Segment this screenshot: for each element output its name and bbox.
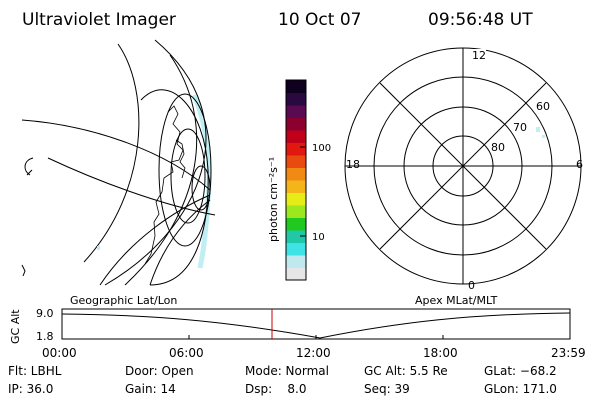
- info-gain: Gain: 14: [125, 382, 176, 396]
- colorbar-swatch: [286, 230, 306, 243]
- meridian-3: [149, 199, 211, 286]
- colorbar-swatch: [286, 117, 306, 131]
- colorbar-swatch: [286, 192, 306, 206]
- altitude-panel: GC Alt 9.0 1.8 00:00 06:00 12:00 18:00 2…: [9, 307, 586, 360]
- xtick-1800: 18:00: [423, 346, 458, 360]
- mlt-label-18: 18: [346, 158, 360, 171]
- polar-glow: [536, 127, 545, 138]
- colorbar-swatch: [286, 80, 306, 93]
- info-door: Door: Open: [125, 364, 194, 378]
- colorbar-swatch: [286, 105, 306, 118]
- altitude-ylabel: GC Alt: [9, 309, 22, 344]
- info-mode: Mode: Normal: [245, 364, 329, 378]
- coast-fragment: [21, 264, 26, 277]
- xtick-2359: 23:59: [551, 346, 586, 360]
- coast-islet: [24, 157, 34, 176]
- info-dsp: Dsp: 8.0: [245, 382, 307, 396]
- xtick-0600: 06:00: [169, 346, 204, 360]
- lat-label-80: 80: [491, 141, 505, 154]
- date-label: 10 Oct 07: [278, 10, 361, 30]
- lat-arc-outer: [104, 39, 207, 286]
- mlt-label-12: 12: [472, 49, 486, 62]
- lat-arc-mid: [124, 54, 198, 286]
- altitude-frame: [61, 308, 571, 340]
- lat-circle-1: [158, 93, 212, 247]
- earth-limb: [140, 89, 209, 286]
- info-flt: Flt: LBHL: [8, 364, 62, 378]
- colorbar-swatch: [286, 142, 306, 156]
- colorbar-swatch: [286, 242, 306, 256]
- coastline-2: [175, 139, 186, 179]
- geographic-plot: [21, 39, 216, 286]
- colorbar-swatch: [286, 130, 306, 143]
- aurora-glow: [191, 93, 212, 269]
- altitude-xticks: [61, 335, 571, 339]
- instrument-title: Ultraviolet Imager: [22, 10, 176, 30]
- altitude-curve: [61, 312, 571, 339]
- xtick-0000: 00:00: [42, 346, 77, 360]
- info-ip: IP: 36.0: [8, 382, 53, 396]
- info-block: Flt: LBHL IP: 36.0 Door: Open Gain: 14 M…: [8, 364, 557, 396]
- meridian-1: [21, 119, 211, 191]
- lat-circle-3: [191, 165, 211, 211]
- colorbar-frame: [285, 79, 307, 281]
- limb-arc: [83, 43, 140, 263]
- meridian-4: [47, 157, 216, 216]
- glow-speck: [97, 246, 100, 250]
- colorbar-swatch: [286, 217, 306, 231]
- mlt-label-0: 0: [468, 279, 475, 292]
- right-plot-label: Apex MLat/MLT: [415, 294, 498, 307]
- info-glat: GLat: −68.2: [484, 364, 557, 378]
- lat-label-60: 60: [536, 100, 550, 113]
- lat-circle-2: [170, 128, 206, 224]
- lat-label-70: 70: [513, 121, 527, 134]
- mlt-label-6: 6: [576, 158, 583, 171]
- altitude-ytick-9: 9.0: [36, 307, 54, 320]
- meridian-2: [99, 194, 211, 286]
- colorbar-swatch: [286, 205, 306, 218]
- info-gcalt: GC Alt: 5.5 Re: [364, 364, 448, 378]
- altitude-ytick-1: 1.8: [36, 330, 54, 343]
- polar-plot: [344, 47, 582, 285]
- colorbar-swatch: [286, 92, 306, 106]
- colorbar-swatch: [286, 267, 306, 281]
- colorbar-tick-10: 10: [312, 232, 325, 243]
- coastline: [144, 105, 184, 265]
- left-plot-label: Geographic Lat/Lon: [70, 294, 177, 307]
- colorbar-tick-100: 100: [312, 143, 331, 154]
- polar-diagonal-2: [379, 82, 547, 250]
- colorbar-label: photon cm⁻²s⁻¹: [267, 157, 280, 242]
- colorbar-swatch: [286, 180, 306, 193]
- colorbar-swatch: [286, 167, 306, 181]
- info-glon: GLon: 171.0: [484, 382, 557, 396]
- xtick-1200: 12:00: [296, 346, 331, 360]
- info-seq: Seq: 39: [364, 382, 410, 396]
- colorbar-swatch: [286, 255, 306, 268]
- colorbar: 100 10 photon cm⁻²s⁻¹: [267, 79, 331, 281]
- colorbar-swatch: [286, 155, 306, 168]
- time-label: 09:56:48 UT: [428, 10, 533, 30]
